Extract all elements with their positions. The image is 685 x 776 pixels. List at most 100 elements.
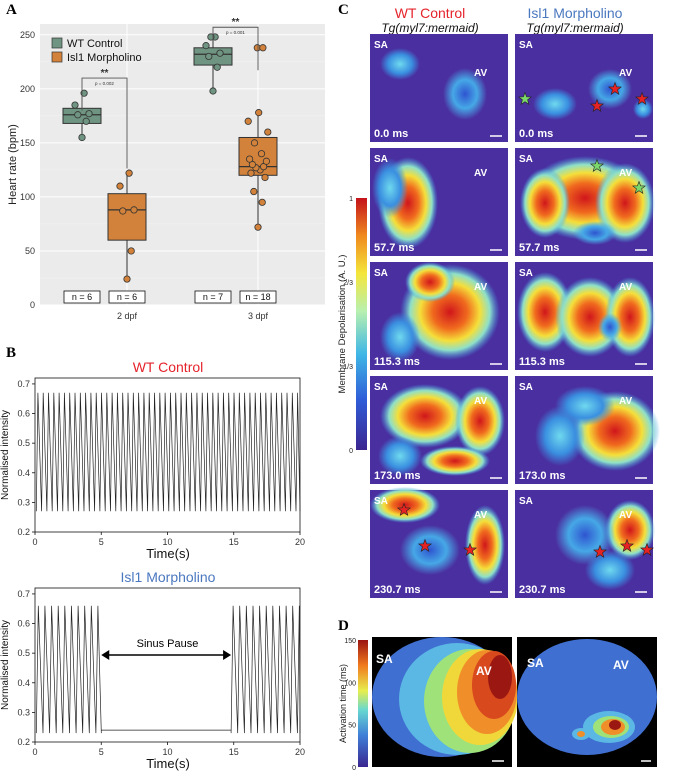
mo-column-title: Isl1 Morpholino: [528, 5, 623, 21]
plot-background: [40, 24, 325, 305]
map-signal-region: [443, 68, 487, 120]
wt-trace-line: [35, 392, 301, 512]
y-tick-label: 0.4: [17, 468, 30, 478]
time-label: 115.3 ms: [374, 356, 420, 368]
wt-column-title: WT Control: [395, 5, 466, 21]
data-point: [125, 169, 133, 177]
activation-band: [609, 720, 621, 730]
av-label: AV: [474, 168, 487, 179]
stimulation-star: [417, 538, 433, 553]
data-point: [85, 110, 93, 118]
data-point: [80, 89, 88, 97]
data-point: [259, 44, 267, 52]
data-point: [262, 157, 270, 165]
box: [62, 107, 102, 124]
y-tick-label: 0.6: [17, 619, 30, 629]
voltage-map-r4-c0: SA AV 230.7 ms: [370, 487, 508, 598]
panel-a-boxplot: 0 50 100 150 200 250 2 dpf 3 dpf Heart rate (bpm…: [7, 17, 325, 321]
y-tick-label: 0.7: [17, 379, 30, 389]
x-tick-label: 2 dpf: [117, 311, 138, 321]
data-point: [255, 109, 263, 117]
av-label: AV: [619, 168, 632, 179]
data-point: [116, 182, 124, 190]
map-signal-region: [372, 158, 408, 218]
map-signal-region: [520, 168, 570, 238]
sa-label: SA: [374, 40, 388, 51]
legend-label: Isl1 Morpholino: [67, 52, 142, 64]
sa-label: SA: [519, 496, 533, 507]
map-signal-region: [405, 262, 455, 302]
activation-map-mo: SA AV: [517, 637, 657, 767]
panel-d-letter: D: [338, 618, 349, 634]
time-label: 230.7 ms: [519, 584, 565, 596]
voltage-map-r0-c0: SA AV 0.0 ms: [370, 34, 508, 142]
voltage-map-r1-c1: SA AV 57.7 ms: [515, 148, 655, 256]
map-signal-region: [595, 163, 655, 243]
mo-trace-title: Isl1 Morpholino: [121, 569, 216, 585]
stimulation-star: [634, 91, 650, 106]
time-label: 173.0 ms: [519, 470, 565, 482]
stimulation-star: [589, 158, 605, 173]
y-tick-label: 0: [30, 300, 35, 310]
significance-bracket: [81, 77, 128, 169]
data-point: [119, 207, 127, 215]
x-tick-label: 0: [32, 537, 37, 547]
stimulation-star: [631, 180, 647, 195]
data-point: [244, 117, 252, 125]
data-point: [202, 42, 210, 50]
y-tick-label: 250: [20, 30, 35, 40]
colorbar-tick-label: 0: [349, 448, 353, 455]
y-tick-label: 50: [25, 246, 35, 256]
data-point: [261, 173, 269, 182]
y-tick-label: 0.6: [17, 409, 30, 419]
stimulation-star: [639, 542, 655, 557]
map-signal-region: [420, 446, 490, 476]
x-tick-label: 15: [229, 537, 239, 547]
map-signal-region: [533, 88, 577, 120]
time-label: 173.0 ms: [374, 470, 420, 482]
time-label: 57.7 ms: [519, 242, 559, 254]
map-background: [515, 34, 653, 142]
p-value: p = 0.001: [226, 30, 245, 35]
legend-label: WT Control: [67, 38, 122, 50]
panel-c-letter: C: [338, 2, 349, 18]
colorbar-tick-label: 1/3: [343, 364, 353, 371]
time-label: 230.7 ms: [374, 584, 420, 596]
data-point: [78, 133, 86, 142]
y-tick-label: 0.5: [17, 648, 30, 658]
data-point: [264, 128, 272, 136]
y-axis-title: Heart rate (bpm): [7, 124, 19, 205]
voltage-map-r3-c0: SA AV 173.0 ms: [370, 376, 508, 484]
sa-label: SA: [519, 382, 533, 393]
data-point: [246, 155, 254, 163]
activation-colorbar: [358, 640, 368, 767]
data-point: [258, 198, 266, 206]
data-point: [247, 169, 255, 177]
stimulation-star: [517, 91, 533, 106]
n-label: n = 6: [117, 292, 137, 302]
colorbar-title: Membrane Depolarisation (A. U.): [337, 255, 348, 394]
sa-label: SA: [519, 154, 533, 165]
av-label: AV: [474, 510, 487, 521]
y-tick-label: 0.3: [17, 497, 30, 507]
y-tick-label: 0.4: [17, 678, 30, 688]
map-signal-region: [380, 48, 420, 80]
stimulation-star: [396, 502, 412, 517]
map-signal-region: [370, 487, 440, 523]
x-tick-label: 10: [162, 747, 172, 757]
map-signal-region: [588, 69, 632, 109]
y-axis-title: Normalised intensity: [0, 410, 11, 500]
y-tick-label: 0.5: [17, 438, 30, 448]
av-label: AV: [476, 664, 492, 678]
data-point: [74, 111, 82, 119]
wt-column-line: Tg(myl7:mermaid): [381, 21, 478, 35]
map-signal-region: [585, 550, 635, 590]
x-tick-label: 5: [99, 747, 104, 757]
map-signal-region: [380, 384, 470, 448]
time-label: 57.7 ms: [374, 242, 414, 254]
stimulation-star: [589, 98, 605, 113]
voltage-map-r4-c1: SA AV 230.7 ms: [515, 490, 655, 598]
data-point: [213, 63, 221, 71]
n-label-box: [194, 290, 232, 304]
voltage-map-r1-c0: SA AV 57.7 ms: [370, 148, 508, 256]
